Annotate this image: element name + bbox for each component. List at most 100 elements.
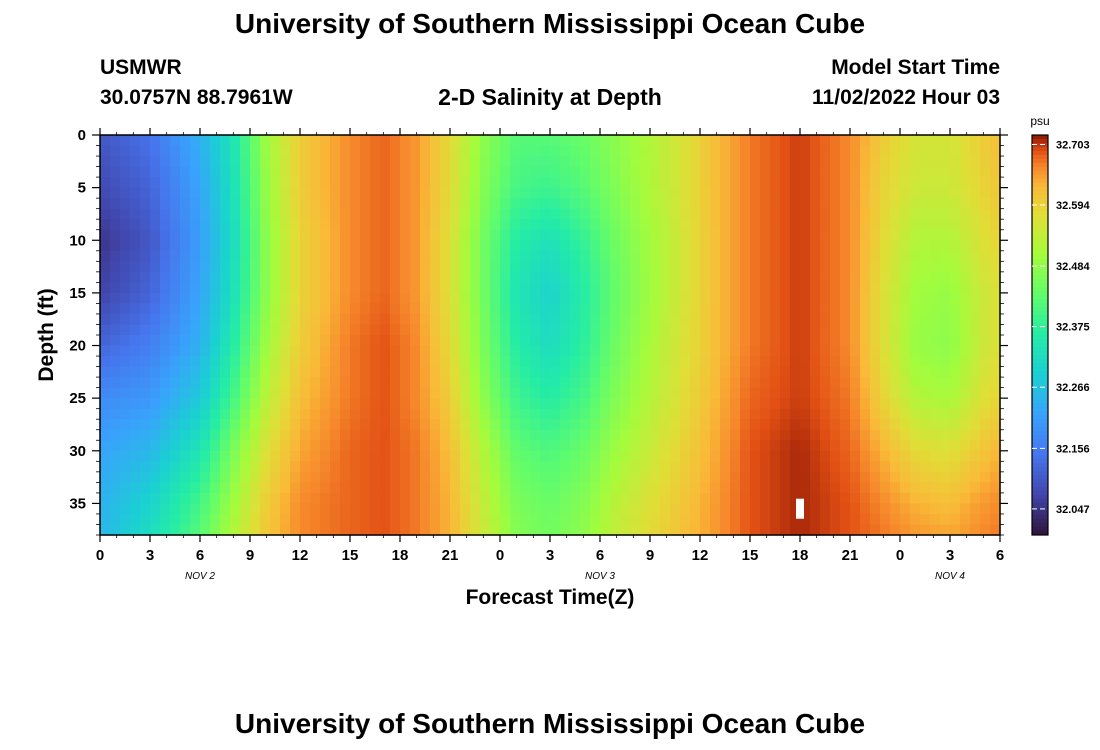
heatmap-cell	[320, 187, 331, 199]
heatmap-cell	[370, 282, 381, 294]
heatmap-cell	[900, 208, 911, 220]
heatmap-cell	[470, 524, 481, 536]
heatmap-cell	[480, 250, 491, 262]
heatmap-cell	[280, 240, 291, 252]
heatmap-cell	[640, 450, 651, 462]
heatmap-cell	[370, 408, 381, 420]
heatmap-cell	[890, 492, 901, 505]
heatmap-cell	[860, 303, 871, 315]
heatmap-cell	[970, 240, 981, 252]
heatmap-cell	[180, 292, 191, 305]
heatmap-cell	[970, 471, 981, 483]
heatmap-cell	[400, 145, 411, 157]
heatmap-cell	[690, 198, 701, 210]
heatmap-cell	[740, 356, 751, 368]
heatmap-cell	[650, 156, 661, 168]
heatmap-cell	[860, 524, 871, 536]
heatmap-cell	[410, 240, 421, 252]
heatmap-cell	[830, 177, 841, 189]
heatmap-cell	[530, 419, 541, 431]
heatmap-cell	[480, 313, 491, 326]
heatmap-cell	[870, 345, 881, 357]
heatmap-cell	[880, 271, 891, 283]
heatmap-cell	[220, 524, 231, 536]
heatmap-cell	[270, 250, 281, 262]
heatmap-cell	[560, 503, 571, 515]
heatmap-cell	[200, 398, 211, 410]
heatmap-cell	[890, 513, 901, 526]
heatmap-cell	[470, 429, 481, 441]
heatmap-cell	[380, 461, 391, 473]
heatmap-cell	[150, 303, 161, 315]
heatmap-cell	[290, 513, 301, 526]
heatmap-cell	[170, 398, 181, 410]
heatmap-cell	[590, 335, 601, 347]
heatmap-cell	[420, 324, 431, 336]
heatmap-cell	[500, 177, 511, 189]
heatmap-cell	[720, 482, 731, 494]
heatmap-cell	[420, 282, 431, 294]
heatmap-cell	[720, 261, 731, 273]
heatmap-cell	[280, 156, 291, 168]
heatmap-cell	[220, 429, 231, 441]
heatmap-cell	[170, 324, 181, 336]
heatmap-cell	[510, 461, 521, 473]
heatmap-cell	[950, 419, 961, 431]
heatmap-cell	[860, 335, 871, 347]
heatmap-cell	[210, 387, 221, 399]
heatmap-cell	[970, 450, 981, 462]
heatmap-cell	[560, 292, 571, 305]
heatmap-cell	[740, 324, 751, 336]
heatmap-cell	[310, 398, 321, 410]
heatmap-cell	[520, 292, 531, 305]
highlight-marker	[796, 498, 804, 519]
heatmap-cell	[890, 450, 901, 462]
heatmap-cell	[890, 187, 901, 199]
heatmap-cell	[270, 313, 281, 326]
heatmap-cell	[940, 250, 951, 262]
heatmap-cell	[150, 261, 161, 273]
heatmap-cell	[810, 377, 821, 389]
heatmap-cell	[850, 513, 861, 526]
heatmap-cell	[190, 145, 201, 157]
heatmap-cell	[660, 208, 671, 220]
heatmap-cell	[930, 503, 941, 515]
heatmap-cell	[130, 261, 141, 273]
heatmap-cell	[850, 345, 861, 357]
heatmap-cell	[950, 324, 961, 336]
heatmap-cell	[850, 198, 861, 210]
heatmap-cell	[380, 387, 391, 399]
heatmap-cell	[790, 145, 801, 157]
x-tick-label: 9	[246, 547, 254, 564]
heatmap-cell	[220, 440, 231, 452]
heatmap-cell	[550, 187, 561, 199]
heatmap-cell	[660, 387, 671, 399]
heatmap-cell	[970, 219, 981, 231]
heatmap-cell	[770, 177, 781, 189]
heatmap-cell	[920, 145, 931, 157]
heatmap-cell	[560, 282, 571, 294]
heatmap-cell	[380, 513, 391, 526]
heatmap-cell	[270, 387, 281, 399]
heatmap-cell	[520, 282, 531, 294]
heatmap-cell	[690, 250, 701, 262]
heatmap-cell	[570, 282, 581, 294]
heatmap-cell	[740, 335, 751, 347]
colorbar-band	[1032, 335, 1048, 340]
heatmap-cell	[520, 492, 531, 505]
heatmap-cell	[520, 156, 531, 168]
heatmap-cell	[100, 429, 111, 441]
heatmap-cell	[670, 187, 681, 199]
heatmap-cell	[980, 324, 991, 336]
heatmap-cell	[120, 292, 131, 305]
heatmap-cell	[670, 250, 681, 262]
heatmap-cell	[690, 461, 701, 473]
heatmap-cell	[750, 219, 761, 231]
heatmap-cell	[670, 145, 681, 157]
heatmap-cell	[160, 219, 171, 231]
heatmap-cell	[440, 198, 451, 210]
heatmap-cell	[780, 345, 791, 357]
heatmap-cell	[970, 261, 981, 273]
heatmap-cell	[240, 229, 251, 241]
heatmap-cell	[420, 429, 431, 441]
